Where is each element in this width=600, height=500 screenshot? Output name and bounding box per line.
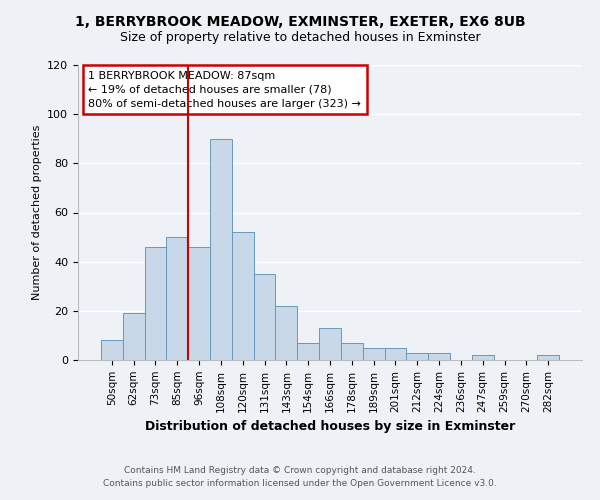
- Text: Contains HM Land Registry data © Crown copyright and database right 2024.
Contai: Contains HM Land Registry data © Crown c…: [103, 466, 497, 487]
- Bar: [428, 352, 450, 360]
- Text: Size of property relative to detached houses in Exminster: Size of property relative to detached ho…: [119, 31, 481, 44]
- Bar: [232, 232, 254, 360]
- Bar: [537, 355, 559, 360]
- Bar: [385, 348, 406, 360]
- Bar: [210, 138, 232, 360]
- Bar: [363, 348, 385, 360]
- Bar: [297, 343, 319, 360]
- Bar: [254, 274, 275, 360]
- Bar: [101, 340, 123, 360]
- X-axis label: Distribution of detached houses by size in Exminster: Distribution of detached houses by size …: [145, 420, 515, 433]
- Text: 1 BERRYBROOK MEADOW: 87sqm
← 19% of detached houses are smaller (78)
80% of semi: 1 BERRYBROOK MEADOW: 87sqm ← 19% of deta…: [88, 71, 361, 109]
- Bar: [123, 314, 145, 360]
- Y-axis label: Number of detached properties: Number of detached properties: [32, 125, 41, 300]
- Bar: [319, 328, 341, 360]
- Bar: [275, 306, 297, 360]
- Bar: [406, 352, 428, 360]
- Text: 1, BERRYBROOK MEADOW, EXMINSTER, EXETER, EX6 8UB: 1, BERRYBROOK MEADOW, EXMINSTER, EXETER,…: [74, 16, 526, 30]
- Bar: [166, 237, 188, 360]
- Bar: [188, 247, 210, 360]
- Bar: [472, 355, 494, 360]
- Bar: [145, 247, 166, 360]
- Bar: [341, 343, 363, 360]
